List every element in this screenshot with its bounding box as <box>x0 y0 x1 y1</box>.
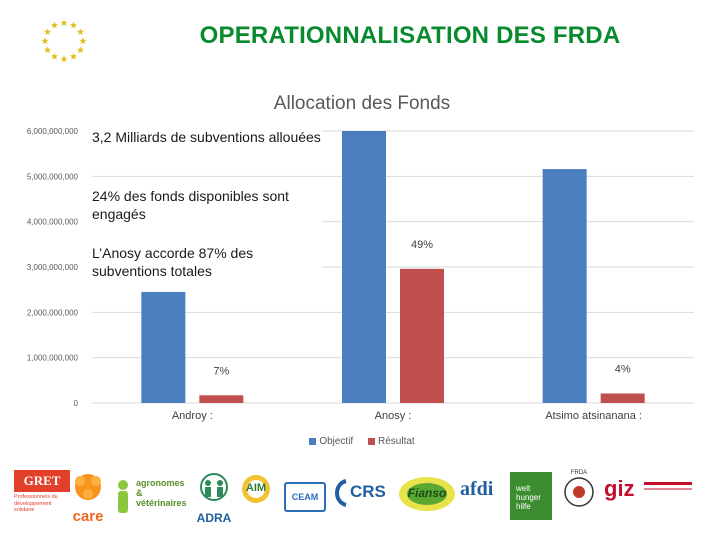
slide-title: OPERATIONNALISATION DES FRDA <box>199 22 621 49</box>
afdi-logo: afdi <box>460 478 502 514</box>
frda-emblem-icon <box>564 477 594 507</box>
data-label: 4% <box>615 363 631 375</box>
eu-star-icon <box>41 37 49 45</box>
x-tick-label: Anosy : <box>375 410 412 422</box>
frda-logo: FRDA <box>562 470 596 518</box>
aim-logo-text: AIM <box>245 482 267 494</box>
eu-star-icon <box>60 19 68 27</box>
bar-objectif <box>542 169 587 403</box>
x-tick-label: Androy : <box>172 410 213 422</box>
ceam-logo-text: CEAM <box>291 492 319 502</box>
eu-star-icon <box>79 37 87 45</box>
giz-logo-rule <box>644 482 692 485</box>
annotation-subventions: 3,2 Milliards de subventions allouées <box>92 128 322 146</box>
legend-label-resultat: Résultat <box>378 436 415 447</box>
chart-legend: Objectif Résultat <box>0 436 720 447</box>
y-tick-label: 2,000,000,000 <box>27 308 79 317</box>
crs-logo-text: CRS <box>350 482 386 501</box>
eu-star-icon <box>69 52 78 60</box>
bar-resultat <box>600 393 645 403</box>
adra-logo-text: ADRA <box>196 511 232 525</box>
y-tick-label: 5,000,000,000 <box>27 172 79 181</box>
adra-people-icon <box>200 473 228 501</box>
legend-item-resultat: Résultat <box>368 436 415 447</box>
giz-logo: giz <box>604 474 694 514</box>
gret-logo-tagline: Professionnels du développement solidair… <box>14 494 58 513</box>
welthungerhilfe-logo-text: welt hunger hilfe <box>516 484 541 511</box>
eu-star-icon <box>60 55 68 63</box>
legend-label-objectif: Objectif <box>319 436 354 447</box>
care-hands-icon <box>75 474 101 500</box>
eu-star-icon <box>43 28 52 36</box>
adra-logo: ADRA <box>194 472 234 525</box>
y-tick-label: 6,000,000,000 <box>27 127 79 136</box>
fianso-logo-text: Fianso <box>407 486 447 500</box>
data-label: 7% <box>213 365 229 377</box>
afdi-logo-text: afdi <box>460 478 494 500</box>
bar-chart: 0 1,000,000,000 2,000,000,000 3,000,000,000… <box>27 127 694 422</box>
crs-logo: CRS <box>332 478 390 514</box>
gret-logo: GRET Professionnels du développement sol… <box>14 470 70 520</box>
crs-swoosh-icon <box>335 479 347 507</box>
aim-emblem-icon <box>242 475 270 503</box>
avsf-logo-text: agronomes & vétérinaires <box>136 478 187 508</box>
bar-resultat <box>199 395 244 403</box>
bar-resultat <box>400 268 444 403</box>
giz-logo-text: giz <box>604 476 635 501</box>
y-tick-label: 3,000,000,000 <box>27 263 79 272</box>
legend-swatch-objectif <box>309 437 317 445</box>
eu-star-icon <box>69 21 78 29</box>
eu-star-icon <box>76 46 85 54</box>
fianso-emblem-icon <box>399 477 455 511</box>
avsf-figure-icon <box>118 480 128 513</box>
chart-title: Allocation des Fonds <box>273 93 451 114</box>
care-logo: care <box>66 470 110 525</box>
y-tick-label: 1,000,000,000 <box>27 354 79 363</box>
gret-logo-text: GRET <box>14 470 70 492</box>
welthungerhilfe-logo: welt hunger hilfe <box>510 472 552 520</box>
aim-logo: AIM <box>236 474 276 520</box>
care-logo-text: care <box>72 508 104 525</box>
eu-star-icon <box>50 52 59 60</box>
bar-objectif <box>141 291 186 403</box>
fianso-logo: Fianso <box>396 474 458 518</box>
avsf-logo: agronomes & vétérinaires <box>112 474 190 520</box>
annotation-fonds-engages: 24% des fonds disponibles sont engagés <box>92 187 322 223</box>
y-tick-label: 4,000,000,000 <box>27 218 79 227</box>
frda-logo-text: FRDA <box>570 470 588 476</box>
eu-star-icon <box>43 46 52 54</box>
x-tick-label: Atsimo atsinanana : <box>545 410 642 422</box>
eu-star-icon <box>76 28 85 36</box>
eu-stars-logo <box>41 19 87 63</box>
legend-item-objectif: Objectif <box>309 436 353 447</box>
ceam-logo: CEAM <box>284 482 326 512</box>
legend-swatch-resultat <box>368 437 375 445</box>
partner-logos: GRET Professionnels du développement sol… <box>0 460 720 540</box>
annotation-anosy: L’Anosy accorde 87% des subventions tota… <box>92 244 322 280</box>
data-label: 49% <box>411 239 433 251</box>
y-tick-label: 0 <box>74 399 79 408</box>
giz-logo-rule-2 <box>644 488 692 490</box>
bar-objectif <box>342 131 386 403</box>
eu-star-icon <box>50 21 59 29</box>
